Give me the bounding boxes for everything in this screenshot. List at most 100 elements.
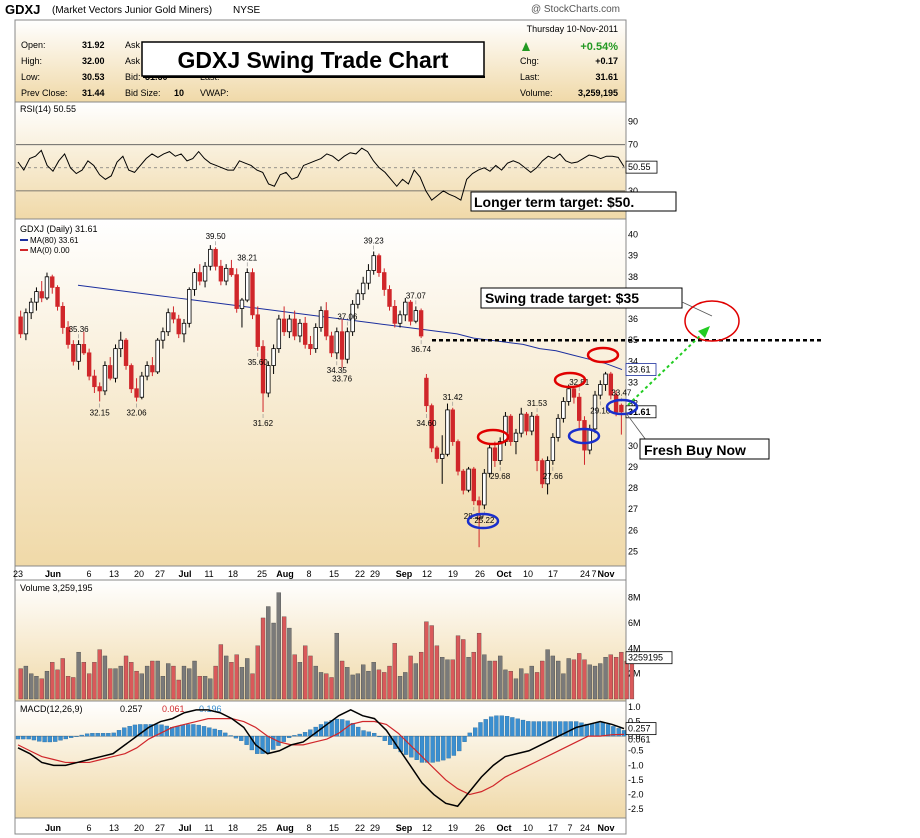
date-label: 29 (370, 569, 380, 579)
volume-bar (92, 662, 97, 700)
quote-label: High: (21, 56, 42, 66)
candle-body (324, 310, 329, 337)
macd-hist-bar (79, 734, 84, 737)
candle-body (260, 346, 266, 394)
volume-bar (144, 665, 150, 700)
price-label: 35.36 (69, 325, 90, 334)
volume-bar (318, 672, 324, 700)
macd-tick-label: 1.0 (628, 702, 641, 712)
macd-hist-bar (324, 721, 329, 737)
macd-hist-bar (552, 721, 558, 737)
quote-value: 3,259,195 (578, 88, 618, 98)
candle-body (92, 375, 97, 388)
macd-hist-bar (292, 735, 297, 737)
volume-bar (403, 672, 408, 700)
candle-body (571, 388, 577, 398)
macd-hist-bar (451, 735, 457, 756)
volume-bar (519, 668, 524, 700)
macd-hist-bar (42, 735, 47, 743)
annotations: Longer term target: $50. Swing trade targ… (432, 191, 822, 530)
volume-bar (50, 662, 55, 700)
candle-body (123, 339, 129, 366)
volume-bar (445, 659, 450, 700)
candle-body (482, 472, 487, 506)
date-label-bottom: 10 (523, 823, 533, 833)
macd-hist-bar (350, 722, 356, 737)
date-label-bottom: Jun (45, 823, 61, 833)
macd-hist-bar (504, 715, 510, 737)
macd-signal-value: 0.061 (162, 704, 185, 714)
date-label: Nov (597, 569, 614, 579)
volume-bar (455, 635, 461, 700)
candle-body (545, 460, 550, 485)
macd-signal-last-value: 0.061 (628, 734, 651, 744)
candle-body (350, 303, 355, 333)
macd-hist-bar (483, 719, 488, 737)
date-label: 26 (475, 569, 485, 579)
candle-body (302, 322, 308, 345)
macd-hist-bar (473, 727, 478, 737)
title-box (141, 41, 485, 77)
volume-bar (466, 657, 471, 700)
macd-hist-bar (340, 719, 345, 737)
macd-hist-bar (403, 735, 409, 755)
candle-body (176, 318, 181, 335)
macd-hist-bar (26, 735, 31, 740)
quote-date: Thursday 10-Nov-2011 (527, 24, 618, 34)
volume-bar (508, 670, 513, 700)
candle-body (97, 386, 102, 392)
date-label: 18 (228, 569, 238, 579)
candle-body (144, 365, 150, 377)
date-axis: 23 Jun 6 13 20 27 Jul 11 18 25 Aug 8 15 22 29 Sep 12 19 26… (13, 569, 615, 579)
volume-bar (176, 679, 181, 700)
volume-bar (313, 665, 318, 700)
candle-body (23, 312, 29, 335)
price-tick-label: 35 (628, 335, 638, 345)
candle-body (497, 441, 503, 461)
macd-hist-bar (191, 724, 196, 737)
macd-hist-bar (281, 735, 286, 742)
candle-body (513, 432, 519, 442)
quote-label: Prev Close: (21, 88, 68, 98)
candle-body (44, 276, 50, 299)
fresh-buy-label: Fresh Buy Now (644, 442, 746, 458)
volume-bar (450, 659, 455, 700)
date-label-bottom: 26 (475, 823, 485, 833)
candle-body (524, 413, 529, 432)
macd-hist-bar (58, 735, 63, 741)
macd-hist-bar (494, 715, 499, 737)
candle-body (308, 344, 313, 350)
macd-hist-bar (217, 730, 223, 737)
macd-hist-bar (37, 735, 42, 742)
quote-value: 30.53 (82, 72, 105, 82)
candle-body (292, 318, 297, 337)
date-label-bottom: 6 (86, 823, 91, 833)
candle-body (587, 428, 592, 451)
price-label: 29.10 (590, 406, 611, 415)
date-axis-strip-bottom (14, 817, 627, 835)
quote-label: Bid: (125, 72, 141, 82)
volume-bar (166, 663, 171, 700)
volume-bar (229, 662, 234, 700)
macd-hist-bar (116, 730, 122, 737)
macd-hist-bar (15, 735, 21, 740)
macd-hist-bar (430, 735, 435, 763)
date-label-bottom: 13 (109, 823, 119, 833)
candle-body (113, 348, 118, 379)
candle-body (55, 286, 60, 307)
projection-arrow-head (698, 326, 710, 338)
candle-body (139, 375, 145, 398)
macd-hist-bar (377, 735, 382, 738)
volume-bar (339, 660, 345, 700)
quote-label: VWAP: (200, 88, 229, 98)
price-label: 25.22 (474, 516, 495, 525)
date-label-bottom: 7 (567, 823, 572, 833)
price-label: 31.42 (443, 393, 464, 402)
swing-target-box (480, 287, 683, 309)
volume-bar (292, 654, 297, 700)
date-label: 8 (306, 569, 311, 579)
candle-body (271, 348, 276, 366)
candle-body (550, 436, 556, 461)
swing-low-oval (605, 398, 639, 416)
price-tick-label: 33 (628, 377, 638, 387)
